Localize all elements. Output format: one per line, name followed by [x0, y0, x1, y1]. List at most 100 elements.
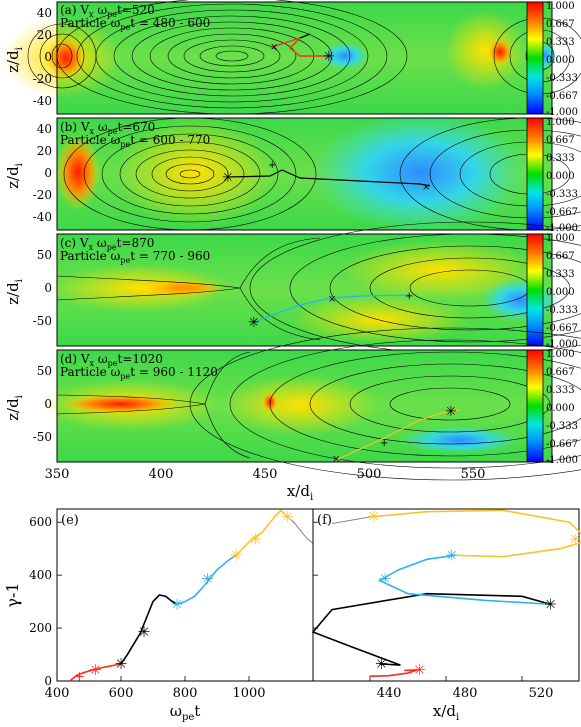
shared-x-axis: 350 400 450 500 550 x/di [45, 467, 486, 503]
panel-d-yellow-mid [220, 375, 380, 435]
panel-c-mid-mark: × [328, 294, 336, 305]
svg-text:-1.000: -1.000 [546, 223, 578, 234]
svg-text:350: 350 [45, 467, 70, 482]
panel-e-marker-5: ✳ [201, 570, 214, 588]
svg-text:550: 550 [461, 467, 486, 482]
svg-text:0: 0 [44, 281, 52, 295]
svg-text:40: 40 [37, 122, 52, 136]
panel-f: ✳ ✳ ✳ ✳ ✳ ✳ ✳ (f) 440 480 520 x/di [311, 507, 581, 723]
svg-text:400: 400 [45, 686, 70, 701]
panel-d-label: (d) Vx ωpet=1020 [60, 352, 163, 368]
svg-text:-0.333: -0.333 [546, 421, 578, 432]
panel-b-start-mark: ✳ [222, 170, 234, 186]
panel-c-yellow-top [340, 240, 540, 300]
panel-d: × + ✳ (d) Vx ωpet=1020 Particle ωpet = 9… [4, 327, 581, 481]
svg-text:0.000: 0.000 [546, 287, 575, 298]
panel-c-particle-path [253, 294, 411, 323]
svg-text:0.667: 0.667 [546, 19, 575, 30]
svg-text:0.333: 0.333 [546, 37, 575, 48]
svg-text:-0.333: -0.333 [546, 73, 578, 84]
svg-text:-20: -20 [33, 188, 52, 202]
panel-a-yellow-right [445, 10, 525, 90]
panel-c-colorbar [526, 233, 544, 347]
svg-text:-20: -20 [33, 72, 52, 86]
panel-c-start-mark: ✳ [248, 315, 260, 331]
svg-text:1000: 1000 [232, 686, 265, 701]
svg-text:-50: -50 [33, 314, 52, 328]
svg-text:0.333: 0.333 [546, 385, 575, 396]
panel-f-label: (f) [317, 513, 332, 528]
panel-f-series-0 [369, 669, 418, 678]
panel-c-ylabel: z/di [4, 279, 25, 305]
panel-e-xticks: 400 600 800 1000 [45, 686, 266, 701]
panel-b-red [56, 134, 100, 210]
svg-text:1.000: 1.000 [546, 1, 575, 12]
panel-f-marker-3: ✳ [379, 570, 392, 588]
panel-f-marker-4: ✳ [445, 546, 458, 564]
panel-a: × ✳ (a) Vx ωpet=520 Particle ωpet = 480 … [2, 0, 581, 118]
panel-f-marker-1: ✳ [413, 661, 426, 679]
panel-c-frame [56, 233, 553, 347]
svg-text:-0.333: -0.333 [546, 189, 578, 200]
panel-a-label: (a) Vx ωpet=520 [60, 3, 155, 19]
panel-a-colorbar [526, 1, 544, 115]
panel-e-yticks: 0 200 400 600 [29, 515, 52, 688]
svg-text:400: 400 [149, 467, 174, 482]
svg-text:-0.667: -0.667 [546, 323, 578, 334]
panel-c-yticks: 50 0 -50 [33, 248, 52, 328]
panel-b-label: (b) Vx ωpet=670 [60, 120, 155, 136]
panel-f-series-4 [331, 516, 371, 524]
panel-a-red-right [488, 38, 512, 66]
svg-text:-0.667: -0.667 [546, 207, 578, 218]
panel-f-series-2 [377, 554, 551, 606]
svg-text:0: 0 [44, 50, 52, 64]
panel-f-marker-2: ✳ [544, 595, 557, 613]
panel-d-colorbar [526, 349, 544, 463]
svg-text:-0.667: -0.667 [546, 439, 578, 450]
panel-d-blue [400, 426, 520, 454]
panel-d-particle-range: Particle ωpet = 960 - 1120 [60, 365, 218, 381]
panel-c-yellow-sheet [50, 264, 230, 312]
panel-d-particle-path [335, 409, 461, 461]
svg-text:520: 520 [529, 686, 554, 701]
panel-f-xlabel: x/di [433, 702, 459, 723]
svg-text:-40: -40 [33, 94, 52, 108]
panel-a-yticks: 40 20 0 -20 -40 [33, 6, 52, 108]
panel-b-blue [310, 112, 530, 232]
panel-a-start-mark: × [270, 42, 278, 53]
svg-text:500: 500 [357, 467, 382, 482]
svg-text:0.333: 0.333 [546, 153, 575, 164]
panel-e-marker-8: ✳ [281, 508, 294, 526]
panel-e-tick-marks [56, 521, 250, 682]
svg-text:-50: -50 [33, 430, 52, 444]
panel-b-yellow [115, 117, 275, 227]
panel-b-mid-mark: + [268, 160, 276, 171]
svg-text:0.667: 0.667 [546, 251, 575, 262]
panel-e-frame [56, 508, 314, 682]
panel-e-series-1 [120, 594, 178, 665]
panel-e: + ✳ ✳ ✳ ✳ ✳ ✳ ✳ ✳ (e) 0 200 400 600 400 600 800 … [3, 508, 314, 723]
panel-b-particle-range: Particle ωpet = 600 - 770 [60, 133, 210, 149]
svg-text:450: 450 [253, 467, 278, 482]
panel-a-colorbar-ticks: 1.000 0.667 0.333 0.000 -0.333 -0.667 -1… [546, 1, 578, 118]
panel-e-marker-7: ✳ [249, 530, 262, 548]
svg-text:0.000: 0.000 [546, 55, 575, 66]
shared-x-ticks: 350 400 450 500 550 [45, 467, 486, 482]
svg-text:-1.000: -1.000 [546, 107, 578, 118]
panel-d-end-mark: ✳ [445, 404, 457, 420]
panel-d-field-lines [56, 327, 581, 481]
svg-text:0: 0 [44, 674, 52, 688]
panel-e-marker-3: ✳ [138, 623, 151, 641]
panel-e-series-0 [69, 663, 122, 682]
panel-c-colorbar-ticks: 1.000 0.667 0.333 0.000 -0.333 -0.667 -1… [546, 233, 578, 350]
panel-e-ylabel: γ-1 [3, 582, 22, 607]
svg-text:600: 600 [109, 686, 134, 701]
panel-c-label: (c) Vx ωpet=870 [60, 236, 154, 252]
panel-a-blue-spot [321, 42, 369, 70]
panel-c: ✳ × + (c) Vx ωpet=870 Particle ωpet = 77… [4, 221, 581, 355]
panel-d-colorbar-ticks: 1.000 0.667 0.333 0.000 -0.333 -0.667 -1… [546, 349, 578, 466]
panel-b: ✳ + × (b) Vx ωpet=670 Particle ωpet = 60… [4, 112, 581, 234]
panel-b-frame [56, 117, 553, 231]
panel-f-markers: ✳ ✳ ✳ ✳ ✳ ✳ ✳ [368, 507, 581, 678]
